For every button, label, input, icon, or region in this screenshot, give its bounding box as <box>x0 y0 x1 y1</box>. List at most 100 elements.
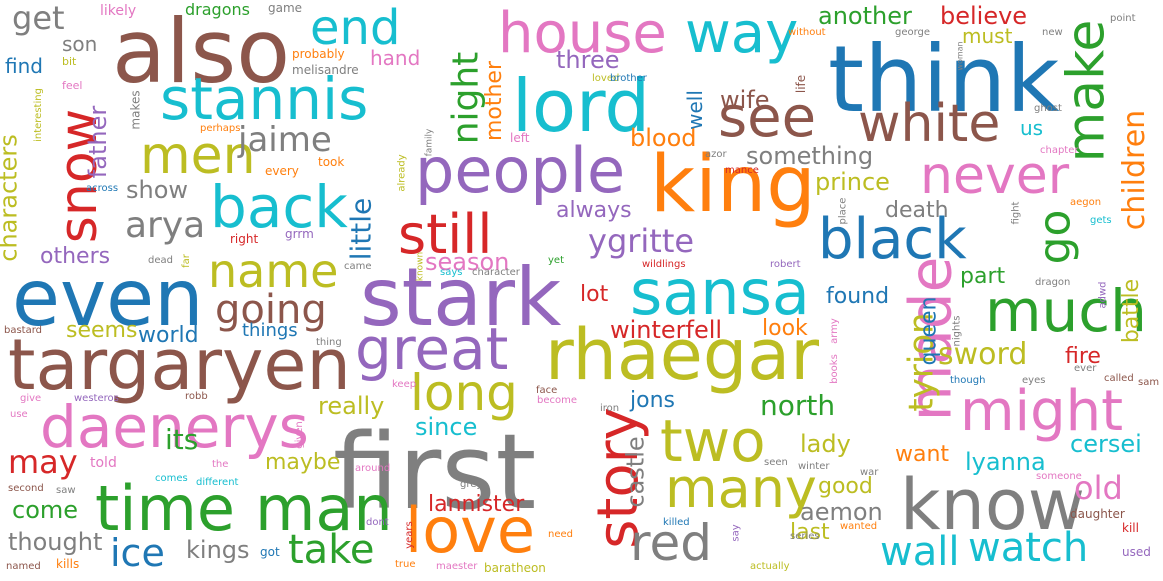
word: given <box>293 421 305 449</box>
word: dead <box>148 255 173 266</box>
word: woman <box>955 41 965 71</box>
word: lot <box>580 282 609 307</box>
word: adwd <box>1097 281 1109 309</box>
word: time <box>95 472 236 545</box>
word: people <box>415 134 626 207</box>
word: men <box>140 126 256 186</box>
word: maybe <box>265 450 341 475</box>
word: hand <box>370 46 421 70</box>
word: rhaegar <box>545 314 819 396</box>
word: many <box>665 457 817 520</box>
word: around <box>355 463 391 474</box>
word: children <box>1117 109 1153 231</box>
word: different <box>196 477 239 488</box>
word: baratheon <box>484 561 546 575</box>
word: might <box>960 379 1124 444</box>
word: winter <box>798 461 830 472</box>
word: need <box>548 529 573 540</box>
word: interesting <box>32 88 44 142</box>
word: good <box>818 474 873 499</box>
word: face <box>536 385 558 396</box>
word: keep <box>392 379 417 390</box>
word: long <box>410 364 518 422</box>
word: chapter <box>1040 145 1079 156</box>
word: find <box>5 54 43 78</box>
word: aemon <box>800 498 883 526</box>
word: give <box>20 393 42 404</box>
word: fight <box>1010 201 1022 225</box>
word: mother <box>482 60 508 142</box>
word: robert <box>770 259 801 270</box>
word: maester <box>436 561 478 572</box>
word: want <box>895 442 950 467</box>
word: already <box>396 154 408 192</box>
word: point <box>1110 13 1136 24</box>
word: battle <box>1119 278 1145 344</box>
word: ygritte <box>588 222 695 260</box>
word: use <box>10 409 28 420</box>
word: cersei <box>1070 430 1142 458</box>
word: jons <box>630 388 675 413</box>
word: black <box>818 207 967 272</box>
word: war <box>860 467 879 478</box>
word: westeros <box>74 393 119 404</box>
word: name <box>208 244 339 298</box>
word: lannister <box>428 492 525 517</box>
word: lord <box>512 64 651 148</box>
word: think <box>828 26 1060 133</box>
word: get <box>12 0 65 37</box>
word: believe <box>940 2 1028 30</box>
word: become <box>537 395 578 406</box>
word: going <box>215 287 327 333</box>
word: stannis <box>160 65 369 133</box>
word: dragon <box>1035 277 1071 288</box>
word: nights <box>951 315 963 347</box>
word: character <box>472 267 520 278</box>
word: fire <box>1065 344 1101 369</box>
word: make <box>1056 19 1117 163</box>
word: sword <box>938 337 1028 372</box>
word: come <box>12 496 79 524</box>
word: go <box>1029 209 1081 265</box>
word: wildlings <box>642 259 686 270</box>
word: things <box>242 320 298 341</box>
word: kills <box>56 557 80 571</box>
word: watch <box>968 525 1089 571</box>
word: still <box>398 203 493 266</box>
word: show <box>126 176 189 204</box>
word: grrm <box>285 227 314 241</box>
word: second <box>8 483 44 494</box>
word: known <box>415 251 426 282</box>
word: white <box>858 94 1001 154</box>
word: life <box>794 74 809 94</box>
word: eyes <box>1022 375 1046 386</box>
word: wall <box>880 529 960 575</box>
word: makes <box>128 90 143 130</box>
word: bit <box>62 55 77 68</box>
word: azor <box>705 149 727 160</box>
word: winterfell <box>610 316 723 344</box>
word: told <box>90 455 117 471</box>
word: perhaps <box>200 123 241 134</box>
word: robb <box>185 391 208 402</box>
word: melisandre <box>292 63 359 77</box>
word: daughter <box>1070 507 1125 521</box>
word: every <box>265 164 299 178</box>
word: got <box>260 545 280 559</box>
word: well <box>682 90 707 130</box>
word: came <box>344 261 372 272</box>
word: characters <box>0 134 23 262</box>
word: yet <box>548 255 564 266</box>
word: its <box>165 423 199 456</box>
word: prince <box>815 168 890 196</box>
word: george <box>895 27 931 38</box>
word: seems <box>66 318 138 343</box>
word: series <box>790 531 820 542</box>
word: thing <box>316 337 342 348</box>
word: man <box>255 472 393 545</box>
word: named <box>6 561 41 572</box>
word: daenerys <box>40 393 309 461</box>
word: used <box>1122 545 1151 559</box>
word: jaime <box>238 120 332 160</box>
